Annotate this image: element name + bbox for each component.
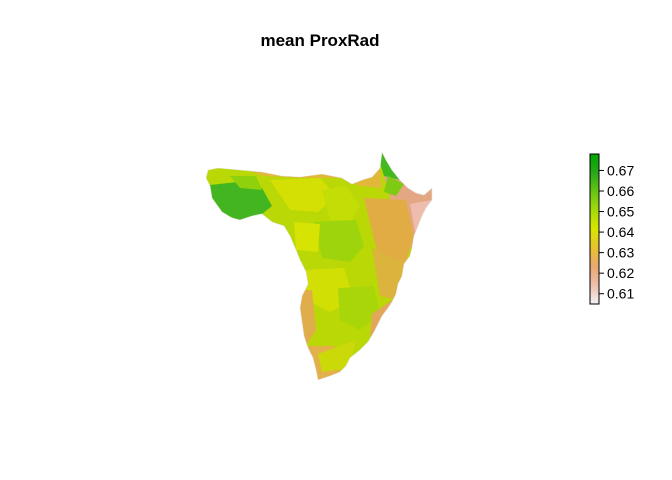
legend-tick-label: 0.62 [607, 265, 634, 281]
region-east-orange [364, 198, 414, 272]
legend-tick-label: 0.64 [607, 224, 634, 240]
region-east-orange-south [372, 248, 404, 300]
region-west-green [206, 182, 272, 220]
region-center-green [314, 220, 364, 262]
region-center-yellow [294, 222, 320, 252]
region-north-yellow [270, 178, 336, 212]
legend-tick-label: 0.63 [607, 245, 634, 261]
region-south-lime [338, 286, 380, 330]
region-cape-yellow [318, 340, 356, 372]
legend-tick-label: 0.61 [607, 286, 634, 302]
region-center-north-lime [322, 186, 360, 222]
legend-ticks: 0.67 0.66 0.65 0.64 0.63 0.62 0.61 [599, 162, 634, 302]
legend-color-bar [589, 153, 600, 305]
land-mass [206, 152, 432, 380]
legend-tick-label: 0.65 [607, 204, 634, 220]
region-west-lime [230, 176, 262, 190]
region-northeast-lime [384, 176, 404, 196]
color-legend: 0.67 0.66 0.65 0.64 0.63 0.62 0.61 [589, 153, 634, 305]
legend-tick-label: 0.66 [607, 183, 634, 199]
land-outline [205, 150, 433, 381]
region-southwest-orange [298, 290, 316, 346]
legend-tick-label: 0.67 [607, 162, 634, 178]
map-title: mean ProxRad [260, 31, 380, 50]
